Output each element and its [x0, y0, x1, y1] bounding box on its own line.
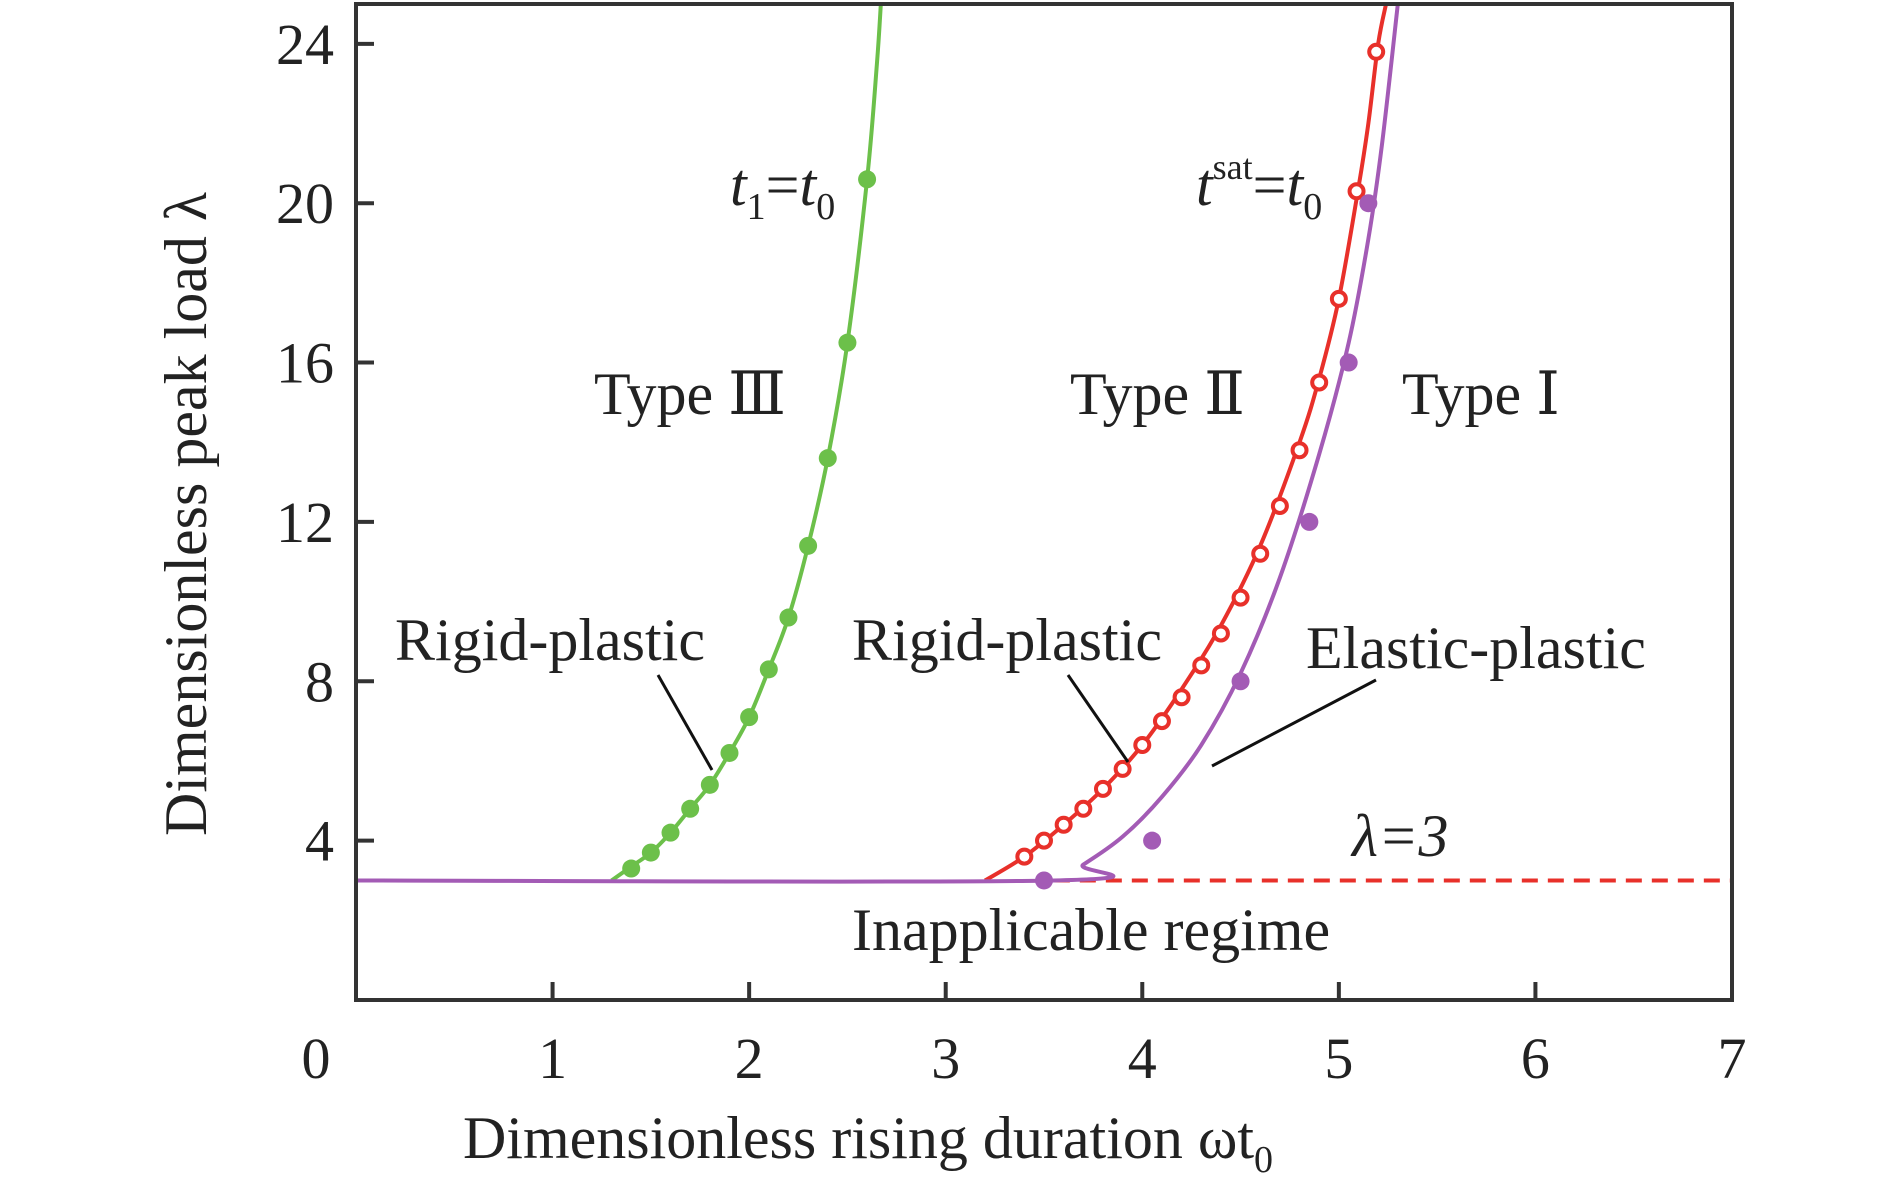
- series-red-marker: [1035, 831, 1053, 850]
- annotation-rigid-plastic-left: Rigid-plastic: [395, 607, 705, 673]
- series-purple-marker: [1143, 831, 1162, 850]
- series-green-marker: [799, 536, 818, 555]
- series-green-marker: [700, 775, 719, 794]
- tsat-rhs-t: t: [1287, 152, 1305, 218]
- y-tick-label: 16: [276, 331, 334, 396]
- tsat-rhs-sub: 0: [1303, 186, 1322, 228]
- t1-rhs-sub: 0: [816, 186, 835, 228]
- leader-lines: [656, 674, 1377, 771]
- leader-elastic-plastic: [1211, 678, 1377, 768]
- x-tick-label: 0: [302, 1026, 331, 1091]
- x-axis-title-sub: 0: [1254, 1139, 1273, 1181]
- series-purple-marker: [1231, 672, 1250, 691]
- annotation-t1-equals-t0: t1=t0: [730, 152, 835, 228]
- series-green-marker: [622, 859, 641, 878]
- axes: [354, 2, 1734, 1002]
- series-green-marker: [759, 660, 778, 679]
- ticks: [356, 41, 1538, 1000]
- series-red-marker: [1290, 441, 1309, 460]
- series-red-marker: [1113, 759, 1132, 778]
- series-red-marker: [1093, 779, 1112, 798]
- series-red-line: [983, 4, 1388, 883]
- series-green-marker: [641, 843, 660, 862]
- series-red-marker: [1231, 588, 1250, 607]
- x-axis-title-main: Dimensionless rising duration ωt: [463, 1105, 1254, 1171]
- x-tick-label: 3: [931, 1026, 960, 1091]
- tsat-t: t: [1196, 152, 1214, 218]
- series-green-marker: [661, 823, 680, 842]
- series-purple-marker: [1339, 353, 1358, 372]
- t1-eq: =: [766, 152, 800, 218]
- series-green-marker: [838, 333, 857, 352]
- series-red-marker: [1152, 712, 1171, 731]
- annotation-lambda-3: λ=3: [1350, 803, 1448, 869]
- series-red-marker: [1251, 544, 1270, 563]
- y-axis-title: Dimensionless peak load λ: [153, 192, 219, 836]
- y-tick-label: 12: [276, 490, 334, 555]
- series-green-marker: [720, 743, 739, 762]
- y-tick-label: 20: [276, 171, 334, 236]
- y-tick-label: 24: [276, 12, 334, 77]
- series-red-marker: [1347, 182, 1366, 201]
- series-green-marker: [681, 799, 700, 818]
- series-red-marker: [1192, 656, 1211, 675]
- series-purple-marker: [1035, 871, 1053, 890]
- t1-sub: 1: [747, 186, 766, 228]
- series-red-marker: [1367, 42, 1386, 61]
- series-red-marker: [1172, 688, 1191, 707]
- series-red-marker: [1329, 289, 1348, 308]
- series-red-marker: [1310, 373, 1329, 392]
- annotation-elastic-plastic: Elastic-plastic: [1306, 615, 1646, 681]
- tsat-eq: =: [1253, 152, 1287, 218]
- series-purple-marker: [1359, 194, 1378, 213]
- series-green-marker: [858, 170, 877, 189]
- x-axis-title: Dimensionless rising duration ωt0: [463, 1105, 1273, 1181]
- t1-t: t: [730, 152, 748, 218]
- lambda-3-text: λ=3: [1350, 803, 1448, 869]
- x-tick-label: 2: [735, 1026, 764, 1091]
- series-red-marker: [1270, 496, 1289, 515]
- series-purple-line: [356, 4, 1400, 884]
- series-green-line: [610, 4, 883, 883]
- plot-area: [356, 4, 1732, 890]
- series-red-marker: [1074, 799, 1093, 818]
- series-red-marker: [1015, 847, 1034, 866]
- x-tick-label: 1: [538, 1026, 567, 1091]
- y-tick-label: 8: [305, 649, 334, 714]
- x-tick-label: 5: [1324, 1026, 1353, 1091]
- x-tick-label: 4: [1128, 1026, 1157, 1091]
- series-green-marker: [818, 449, 837, 468]
- annotation-type-1: Type Ⅰ: [1402, 361, 1560, 427]
- series-green-marker: [779, 608, 798, 627]
- leader-rigid-plastic-mid: [1066, 674, 1130, 763]
- annotation-rigid-plastic-mid: Rigid-plastic: [852, 607, 1162, 673]
- series-red-marker: [1133, 736, 1152, 755]
- series-purple-marker: [1300, 512, 1319, 531]
- annotation-inapplicable: Inapplicable regime: [852, 897, 1330, 963]
- leader-rigid-plastic-left: [656, 674, 714, 771]
- x-tick-label: 6: [1521, 1026, 1550, 1091]
- plot-frame: [354, 2, 1734, 1002]
- annotation-tsat-equals-t0: tsat=t0: [1196, 147, 1322, 228]
- series-green-marker: [740, 708, 759, 727]
- y-tick-label: 4: [305, 809, 334, 874]
- series-red-marker: [1211, 624, 1230, 643]
- t1-rhs-t: t: [800, 152, 818, 218]
- annotation-type-2: Type Ⅱ: [1070, 361, 1245, 427]
- series-red-marker: [1054, 815, 1073, 834]
- tsat-sup: sat: [1213, 147, 1253, 187]
- x-tick-label: 7: [1718, 1026, 1747, 1091]
- annotation-type-3: Type Ⅲ: [594, 361, 786, 427]
